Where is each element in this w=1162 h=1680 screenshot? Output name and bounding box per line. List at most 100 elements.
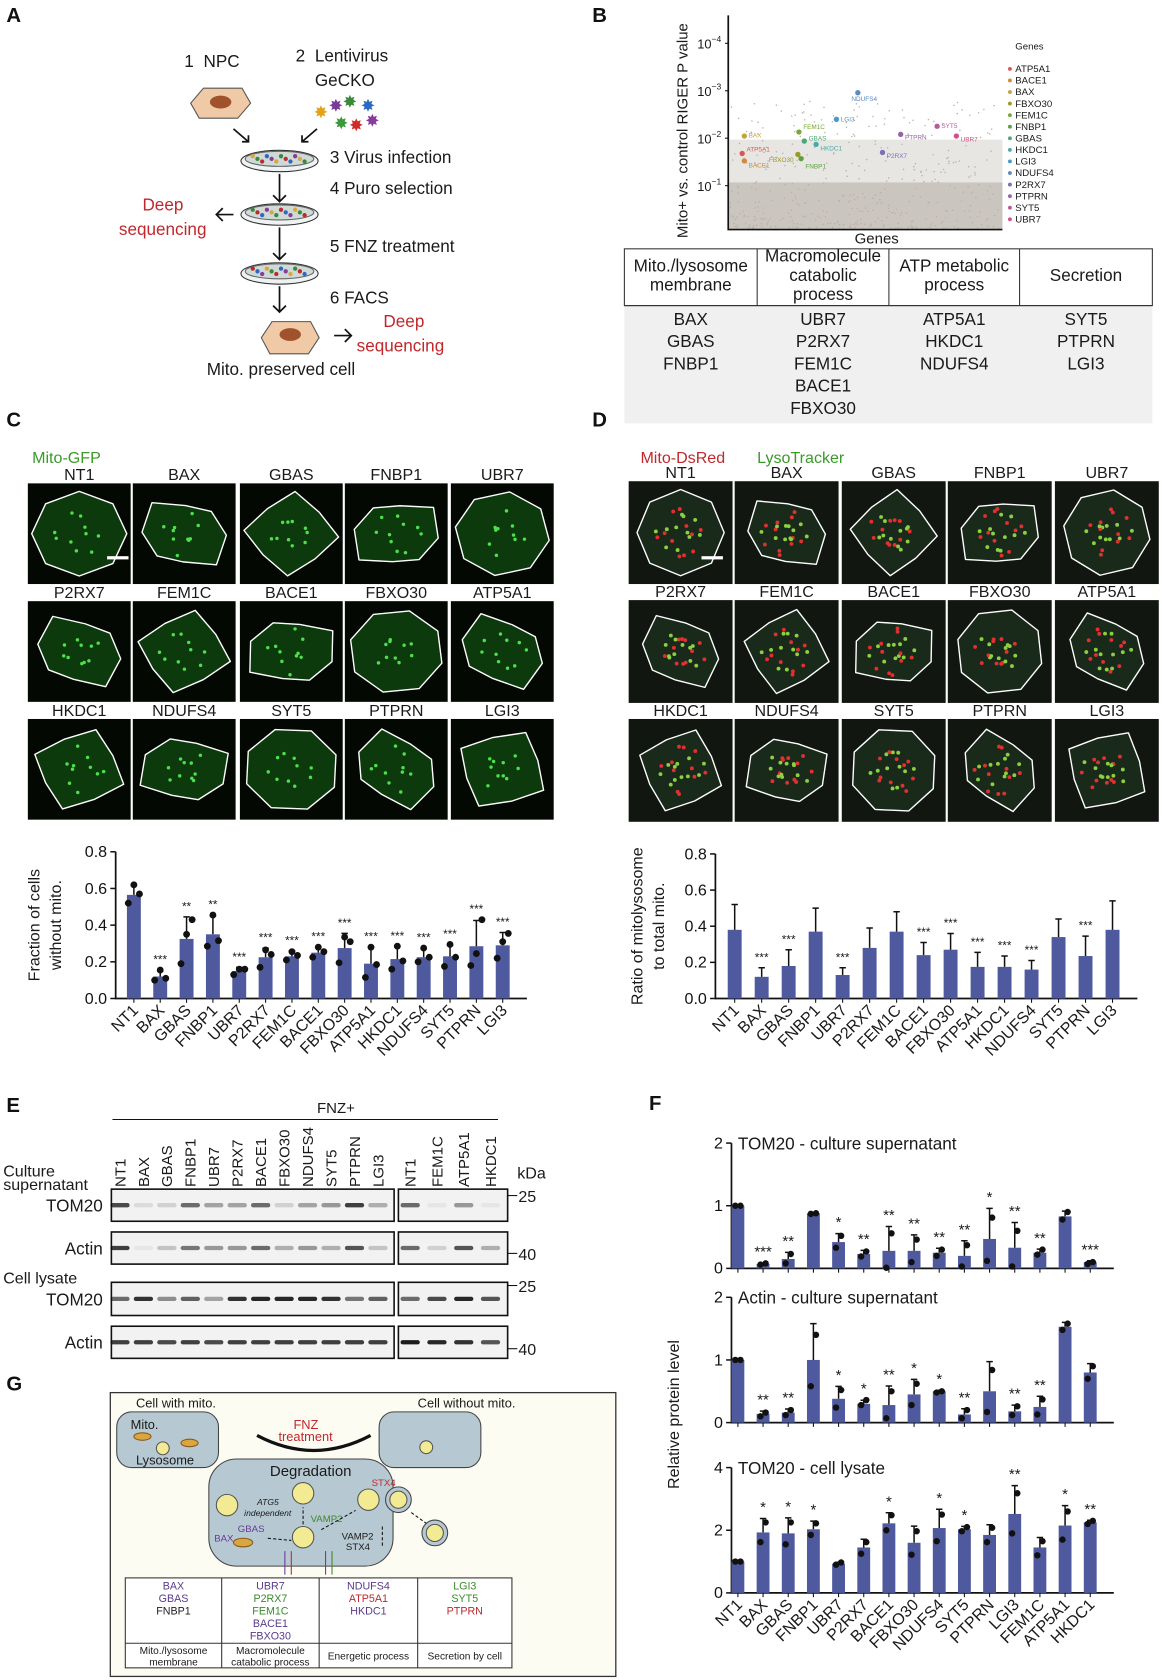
background-gene-point [967,176,970,178]
significance-label: ** [1084,1501,1096,1518]
b-legend-item: FNBP1 [1015,122,1046,133]
data-point [177,960,185,968]
background-gene-point [956,220,958,222]
background-gene-point [894,213,896,215]
band [344,1296,365,1302]
background-gene-point [860,222,863,225]
significance-label: * [861,1381,867,1398]
background-gene-point [862,192,864,195]
chart-title: TOM20 - cell lysate [738,1458,885,1478]
background-gene-point [858,106,861,108]
data-point [124,899,132,907]
data-point [857,1253,865,1260]
background-gene-point [837,221,839,224]
cell-outline [31,490,128,577]
y-tick-label: 0.4 [85,916,107,934]
g-table-gene: GBAS [159,1593,189,1605]
culture-dish-icon [240,203,319,226]
background-gene-point [913,168,916,171]
background-gene-point [911,220,914,222]
background-gene-point [925,169,927,171]
svg-text:✸: ✸ [349,115,363,135]
bar-hkdc1 [997,966,1012,999]
background-gene-point [919,196,922,198]
band [344,1245,365,1251]
significance-label: *** [311,931,325,944]
band [427,1296,447,1302]
data-point [478,916,486,924]
data-point [737,1356,744,1364]
background-gene-point [731,190,733,192]
step6-label: 6 FACS [330,287,389,307]
bar-nt1 [731,1205,745,1269]
background-gene-point [934,178,936,180]
background-gene-point [891,212,893,214]
panel-label-c: C [6,410,21,432]
significance-label: *** [782,933,796,946]
band [227,1245,247,1251]
x-tick-label: NT1 [108,1001,142,1035]
background-gene-point [838,224,841,226]
data-point [883,1527,890,1534]
band [400,1296,420,1302]
chart-f3: 024 TOM20 - cell lysateNT1*BAX*GBAS*FNBP1… [712,1458,1114,1654]
cell-outline [358,728,435,811]
background-gene-point [796,159,798,162]
nucleus-icon [209,95,232,109]
cell-outline [245,728,337,810]
background-gene-point [907,226,909,229]
background-gene-point [927,201,929,204]
background-gene-point [806,154,808,156]
data-point [832,1244,840,1251]
e-section2-label: Cell lysate [3,1269,77,1287]
cell-outline [249,622,334,681]
bar-bax [754,976,769,999]
background-gene-point [879,198,881,201]
band [480,1296,501,1302]
background-gene-point [810,114,812,116]
background-gene-point [831,121,834,123]
g-table-footer: Macromolecule [236,1646,305,1657]
y-tick-label: 0.0 [685,990,707,1008]
data-point [1084,1260,1091,1268]
significance-label: * [785,1498,791,1515]
background-gene-point [764,164,766,167]
background-gene-point [924,124,926,127]
background-gene-point [746,162,748,164]
data-point [209,911,217,919]
data-point [807,1531,815,1539]
background-gene-point [814,218,817,221]
b-legend-item: P2RX7 [1015,180,1046,191]
chart-title: TOM20 - culture supernatant [738,1134,957,1154]
background-gene-point [825,177,827,180]
background-gene-point [737,185,739,188]
b-gene-point-bax [741,133,747,139]
micrograph-label: FNBP1 [974,464,1026,482]
data-point [388,965,396,973]
background-gene-point [812,124,814,127]
background-gene-point [804,189,806,191]
bar-gbas [781,1412,795,1423]
background-gene-point [803,119,806,121]
background-gene-point [832,115,835,117]
background-gene-point [743,214,746,216]
data-point [933,1252,940,1260]
background-gene-point [880,202,883,204]
data-point [235,965,243,973]
bar-nt1 [731,1359,745,1423]
significance-label: * [936,1371,942,1388]
background-gene-point [961,109,963,111]
background-gene-point [754,201,757,203]
background-gene-point [780,110,783,112]
b-legend-swatch [1007,90,1012,94]
background-gene-point [848,213,850,216]
data-point [787,1250,795,1258]
background-gene-point [782,152,784,155]
background-gene-point [797,226,799,229]
data-point [215,937,222,945]
background-gene-point [754,161,756,164]
band [297,1245,318,1251]
b-gene-point-gbas [801,138,807,144]
panel-label-d: D [592,410,607,432]
panel-label-a: A [6,5,21,27]
